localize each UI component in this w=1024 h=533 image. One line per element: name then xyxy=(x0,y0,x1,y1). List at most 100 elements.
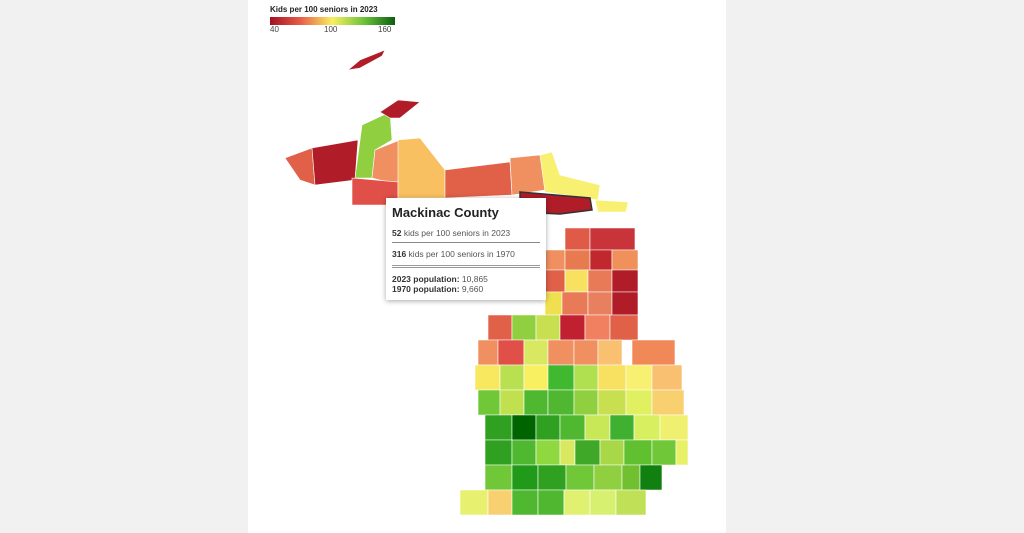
county-shape[interactable] xyxy=(474,364,501,391)
county-shape[interactable] xyxy=(599,439,625,466)
county-shape[interactable] xyxy=(511,314,537,341)
county-shape[interactable] xyxy=(584,314,611,341)
county-shape[interactable] xyxy=(284,147,316,186)
county-shape[interactable] xyxy=(499,364,525,391)
county-shape[interactable] xyxy=(487,489,513,516)
county-shape[interactable] xyxy=(537,464,567,491)
legend: Kids per 100 seniors in 2023 xyxy=(270,5,395,25)
county-shape[interactable] xyxy=(651,364,683,391)
tooltip-kids-1970: 316 kids per 100 seniors in 1970 xyxy=(392,249,540,268)
county-shape[interactable] xyxy=(547,364,575,391)
county-shape[interactable] xyxy=(659,414,689,441)
county-shape[interactable] xyxy=(511,464,539,491)
county-shape[interactable] xyxy=(511,489,539,516)
county-shape[interactable] xyxy=(573,364,599,391)
county-shape[interactable] xyxy=(611,249,639,271)
county-shape[interactable] xyxy=(484,414,513,441)
county-shape[interactable] xyxy=(651,439,677,466)
county-shape[interactable] xyxy=(633,414,661,441)
county-shape[interactable] xyxy=(611,269,639,293)
county-shape[interactable] xyxy=(623,439,653,466)
county-shape[interactable] xyxy=(487,314,513,341)
county-shape[interactable] xyxy=(537,489,565,516)
county-shape[interactable] xyxy=(539,151,601,201)
county-shape[interactable] xyxy=(564,249,591,271)
county-shape[interactable] xyxy=(625,364,653,391)
county-shape[interactable] xyxy=(615,489,647,516)
county-shape[interactable] xyxy=(523,364,549,391)
county-shape[interactable] xyxy=(625,389,653,416)
county-shape[interactable] xyxy=(589,227,636,251)
county-shape[interactable] xyxy=(597,364,627,391)
tooltip-pop-2023: 2023 population: 10,865 xyxy=(392,274,540,284)
county-shape[interactable] xyxy=(511,439,537,466)
county-shape[interactable] xyxy=(559,314,586,341)
county-shape[interactable] xyxy=(584,414,611,441)
county-shape[interactable] xyxy=(561,291,589,316)
legend-max: 160 xyxy=(378,25,392,34)
county-shape[interactable] xyxy=(574,439,601,466)
legend-min: 40 xyxy=(270,25,279,34)
kids-2023-value: 52 xyxy=(392,228,402,238)
county-shape[interactable] xyxy=(563,489,591,516)
county-shape[interactable] xyxy=(559,414,586,441)
county-shape[interactable] xyxy=(346,49,386,71)
county-shape[interactable] xyxy=(675,439,689,466)
pop-1970-label: 1970 population: xyxy=(392,284,460,294)
county-shape[interactable] xyxy=(547,339,575,366)
county-shape[interactable] xyxy=(597,339,623,366)
kids-2023-text: kids per 100 seniors in 2023 xyxy=(401,228,511,238)
county-shape[interactable] xyxy=(484,439,513,466)
county-shape[interactable] xyxy=(564,227,591,251)
county-shape[interactable] xyxy=(639,464,663,491)
county-shape[interactable] xyxy=(523,389,549,416)
tooltip-pop-1970: 1970 population: 9,660 xyxy=(392,284,540,294)
county-shape[interactable] xyxy=(593,464,623,491)
county-shape[interactable] xyxy=(459,489,489,516)
county-shape[interactable] xyxy=(589,489,617,516)
kids-1970-text: kids per 100 seniors in 1970 xyxy=(406,249,515,259)
county-shape[interactable] xyxy=(477,339,499,366)
county-tooltip: Mackinac County 52 kids per 100 seniors … xyxy=(386,198,546,300)
county-shape[interactable] xyxy=(651,389,685,416)
county-shape[interactable] xyxy=(609,414,635,441)
county-shape[interactable] xyxy=(535,314,561,341)
county-shape[interactable] xyxy=(559,439,576,466)
tooltip-kids-2023: 52 kids per 100 seniors in 2023 xyxy=(392,228,540,243)
county-shape[interactable] xyxy=(594,199,629,213)
county-shape[interactable] xyxy=(544,269,566,293)
county-shape[interactable] xyxy=(499,389,525,416)
county-shape[interactable] xyxy=(397,137,446,199)
county-shape[interactable] xyxy=(535,439,561,466)
county-shape[interactable] xyxy=(597,389,627,416)
county-shape[interactable] xyxy=(631,339,676,366)
county-shape[interactable] xyxy=(535,414,561,441)
county-shape[interactable] xyxy=(589,249,613,271)
county-shape[interactable] xyxy=(587,291,613,316)
county-shape[interactable] xyxy=(509,154,546,196)
county-shape[interactable] xyxy=(523,339,549,366)
county-shape[interactable] xyxy=(547,389,575,416)
county-shape[interactable] xyxy=(565,464,595,491)
county-shape[interactable] xyxy=(477,389,501,416)
legend-color-scale xyxy=(270,17,395,25)
county-shape[interactable] xyxy=(564,269,589,293)
county-shape[interactable] xyxy=(587,269,613,293)
county-shape[interactable] xyxy=(484,464,513,491)
county-shape[interactable] xyxy=(544,291,563,316)
county-shape[interactable] xyxy=(573,389,599,416)
county-shape[interactable] xyxy=(611,291,639,316)
county-shape[interactable] xyxy=(497,339,525,366)
county-shape[interactable] xyxy=(573,339,599,366)
county-shape[interactable] xyxy=(311,139,359,186)
county-shape[interactable] xyxy=(609,314,639,341)
county-shape[interactable] xyxy=(379,99,421,119)
county-shape[interactable] xyxy=(621,464,641,491)
pop-2023-value: 10,865 xyxy=(459,274,488,284)
county-shape[interactable] xyxy=(444,161,513,199)
tooltip-title: Mackinac County xyxy=(392,205,499,220)
county-shape[interactable] xyxy=(544,249,566,271)
county-shape[interactable] xyxy=(511,414,537,441)
kids-1970-value: 316 xyxy=(392,249,407,259)
